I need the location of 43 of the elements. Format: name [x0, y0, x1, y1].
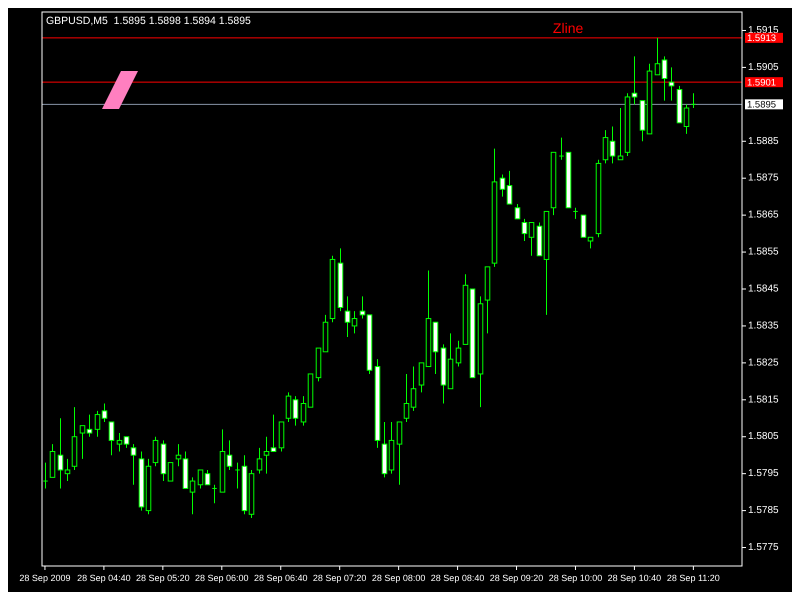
- y-tick-label: 1.5905: [748, 62, 780, 73]
- candlestick: [572, 207, 578, 220]
- y-tick-label: 1.5865: [748, 210, 780, 221]
- candlestick: [152, 436, 158, 467]
- candlestick: [212, 484, 218, 504]
- candlestick: [130, 444, 136, 486]
- x-tick-label: 28 Sep 09:20: [490, 573, 544, 583]
- candlestick: [668, 66, 674, 102]
- candlestick: [396, 421, 402, 486]
- x-tick-label: 28 Sep 08:00: [372, 573, 426, 583]
- chart-title: GBPUSD,M5 1.5895 1.5898 1.5894 1.5895: [46, 15, 252, 27]
- y-tick-label: 1.5845: [748, 284, 780, 294]
- y-tick-label: 1.5835: [748, 320, 780, 332]
- x-tick-label: 28 Sep 06:00: [195, 573, 249, 583]
- candlestick: [108, 421, 114, 456]
- x-tick-label: 28 Sep 11:20: [666, 573, 720, 583]
- x-tick-label: 28 Sep 06:40: [254, 573, 308, 583]
- candlestick: [456, 340, 462, 368]
- candlestick: [42, 462, 48, 489]
- y-tick-label: 1.5825: [748, 357, 780, 368]
- y-tick-label: 1.5785: [748, 505, 780, 516]
- ref-line-label: 1.5895: [747, 100, 776, 111]
- y-tick-label: 1.5855: [748, 246, 780, 258]
- x-tick-label: 28 Sep 10:40: [608, 573, 662, 583]
- candlestick: [690, 92, 696, 109]
- candlestick: [514, 204, 520, 220]
- y-tick-label: 1.5875: [748, 172, 780, 184]
- x-tick-label: 28 Sep 2009: [19, 573, 70, 583]
- y-tick-label: 1.5815: [748, 394, 780, 406]
- x-tick-label: 28 Sep 04:40: [77, 573, 131, 583]
- annotation: Zline: [552, 20, 584, 36]
- candlestick: [256, 447, 262, 474]
- x-tick-label: 28 Sep 08:40: [430, 573, 484, 583]
- y-tick-label: 1.5885: [748, 136, 780, 147]
- y-tick-label: 1.5795: [748, 468, 780, 480]
- candlestick: [618, 108, 624, 160]
- y-tick-label: 1.5775: [748, 542, 780, 554]
- y-tick-label: 1.5805: [748, 431, 780, 442]
- x-tick-label: 28 Sep 05:20: [136, 573, 190, 583]
- x-tick-label: 28 Sep 07:20: [312, 573, 366, 583]
- ref-line-label: 1.5901: [747, 78, 776, 88]
- x-tick-label: 28 Sep 10:00: [548, 573, 602, 583]
- ref-line-label: 1.5913: [747, 33, 776, 44]
